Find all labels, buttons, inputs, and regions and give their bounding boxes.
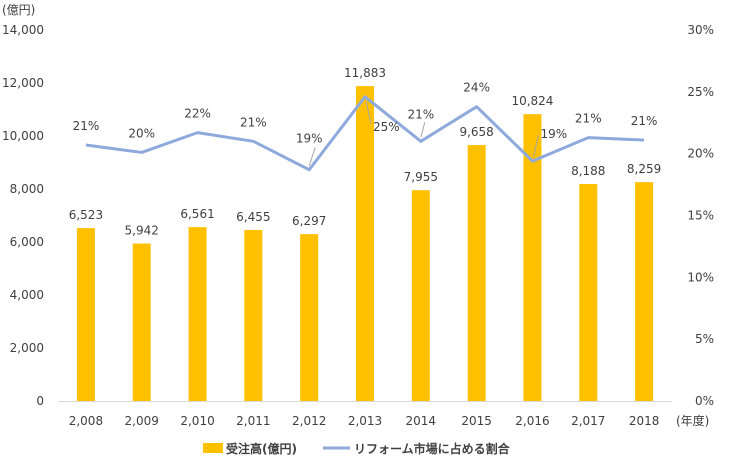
bar-data-label: 6,455 xyxy=(236,210,270,224)
x-axis-tick-label: 2,011 xyxy=(236,414,270,428)
line-data-label: 25% xyxy=(373,120,400,134)
left-axis-ticks: 0 2,000 4,000 6,000 8,000 10,000 12,000 14,000 xyxy=(2,23,44,408)
legend-bar-label: 受注高(億円) xyxy=(226,441,297,456)
bar xyxy=(300,234,319,401)
bar-data-labels: 6,523 5,942 6,561 6,455 6,297 11,883 7,955 9,65… xyxy=(69,66,662,237)
line-path xyxy=(85,95,645,172)
line-data-label: 21% xyxy=(240,115,267,129)
left-axis-tick-label: 4,000 xyxy=(10,288,44,302)
bar-data-label: 8,188 xyxy=(571,164,605,178)
right-axis-ticks: 0% 5% 10% 15% 20% 25% 30% xyxy=(687,23,714,408)
right-axis-tick-label: 10% xyxy=(687,270,714,284)
left-axis-tick-label: 12,000 xyxy=(2,76,44,90)
left-axis-tick-label: 8,000 xyxy=(10,182,44,196)
right-axis-tick-label: 0% xyxy=(695,394,714,408)
left-axis-unit-label: (億円) xyxy=(2,3,35,17)
line-data-label: 19% xyxy=(540,127,567,141)
x-axis-tick-label: 2014 xyxy=(406,414,437,428)
x-axis-tick-label: 2,009 xyxy=(125,414,159,428)
line-data-label: 22% xyxy=(184,107,211,121)
x-axis-tick-label: 2,013 xyxy=(348,414,382,428)
left-axis-tick-label: 14,000 xyxy=(2,23,44,37)
bar-data-label: 6,297 xyxy=(292,214,326,228)
left-axis-tick-label: 2,000 xyxy=(10,341,44,355)
line-data-label: 24% xyxy=(463,81,490,95)
x-axis-tick-label: 2015 xyxy=(461,414,492,428)
bar xyxy=(356,86,374,402)
x-axis-tick-label: 2,017 xyxy=(571,414,605,428)
line-data-label: 21% xyxy=(631,114,658,128)
line-data-label: 21% xyxy=(407,107,434,121)
bar xyxy=(411,190,430,401)
x-axis-tick-label: 2,016 xyxy=(515,414,549,428)
bar-data-label: 6,523 xyxy=(69,208,103,222)
legend-line-label: リフォーム市場に占める割合 xyxy=(354,441,511,456)
bar-data-label: 9,658 xyxy=(459,125,493,139)
line-data-label: 21% xyxy=(575,112,602,126)
legend-bar-swatch xyxy=(203,443,223,453)
line-label-leader xyxy=(365,100,372,124)
line-data-label: 21% xyxy=(73,119,100,133)
bar-data-label: 8,259 xyxy=(627,162,661,176)
bar xyxy=(188,227,207,401)
right-axis-tick-label: 20% xyxy=(687,147,714,161)
right-axis-tick-label: 5% xyxy=(695,332,714,346)
x-axis-unit-label: (年度) xyxy=(676,413,709,428)
bar xyxy=(635,182,654,401)
line-label-leader xyxy=(308,147,316,166)
bar xyxy=(132,243,151,401)
line-data-label: 20% xyxy=(128,126,155,140)
right-axis-tick-label: 30% xyxy=(687,23,714,37)
bar-data-label: 11,883 xyxy=(344,66,386,80)
x-axis-tick-label: 2,008 xyxy=(69,414,103,428)
left-axis-tick-label: 10,000 xyxy=(2,129,44,143)
line-data-labels: 21% 20% 22% 21% 19% 25% 21% 24% 19% 21% 21% xyxy=(73,81,658,166)
bar-series xyxy=(76,86,654,402)
bar-data-label: 6,561 xyxy=(180,207,214,221)
bar xyxy=(523,114,542,401)
bar-data-label: 5,942 xyxy=(125,224,159,238)
bar xyxy=(76,228,95,401)
bar-data-label: 10,824 xyxy=(511,94,553,108)
x-axis-tick-label: 2,010 xyxy=(180,414,214,428)
line-label-leader xyxy=(532,134,539,158)
right-axis-tick-label: 15% xyxy=(687,209,714,223)
x-axis-ticks: 2,008 2,009 2,010 2,011 2,012 2,013 2014 2015 2,… xyxy=(69,414,660,428)
line-data-label: 19% xyxy=(296,132,323,146)
legend: 受注高(億円) リフォーム市場に占める割合 xyxy=(203,441,511,456)
bar xyxy=(467,145,486,401)
x-axis-tick-label: 2,012 xyxy=(292,414,326,428)
left-axis-tick-label: 6,000 xyxy=(10,235,44,249)
right-axis-tick-label: 25% xyxy=(687,85,714,99)
bar xyxy=(244,229,263,401)
left-axis-tick-label: 0 xyxy=(36,394,44,408)
line-series xyxy=(85,95,645,172)
x-axis-tick-label: 2018 xyxy=(629,414,660,428)
bar-data-label: 7,955 xyxy=(404,170,438,184)
bar xyxy=(579,184,598,401)
line-label-leader xyxy=(420,122,426,138)
